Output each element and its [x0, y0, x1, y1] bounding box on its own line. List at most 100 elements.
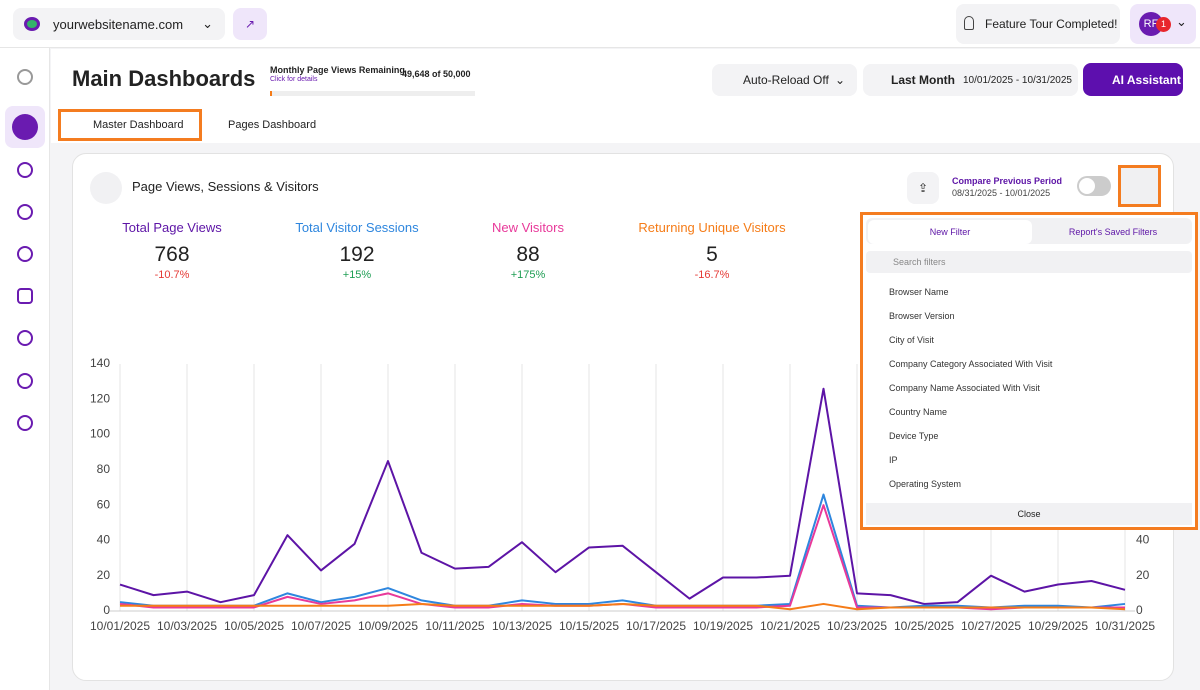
x-tick-label: 10/15/2025 — [559, 619, 619, 633]
y-tick-label: 120 — [90, 391, 110, 405]
export-button[interactable]: ⇪ — [907, 172, 939, 204]
filter-item[interactable]: Country Name — [889, 407, 948, 417]
y-tick-label: 20 — [97, 568, 111, 582]
close-button[interactable]: Close — [866, 503, 1192, 525]
series-line — [120, 602, 1126, 611]
card-title: Page Views, Sessions & Visitors — [132, 179, 319, 194]
toggle-knob — [1079, 178, 1095, 194]
filter-item[interactable]: City of Visit — [889, 335, 934, 345]
nav-item[interactable] — [17, 204, 33, 220]
x-tick-label: 10/01/2025 — [90, 619, 150, 633]
card-icon — [90, 172, 122, 204]
sidebar — [0, 48, 50, 690]
nav-collapse[interactable] — [17, 69, 33, 85]
nav-item[interactable] — [17, 330, 33, 346]
filter-search[interactable]: Search filters — [866, 251, 1192, 273]
site-selector[interactable]: yourwebsitename.com ⌄ — [13, 8, 225, 40]
nav-item[interactable] — [17, 288, 33, 304]
ai-assistant[interactable]: AI Assistant — [1083, 63, 1183, 96]
stat-change: +175% — [510, 269, 546, 281]
stat: Returning Unique Visitors 5 -16.7% — [612, 220, 812, 281]
filter-item[interactable]: IP — [889, 455, 898, 465]
tour-button[interactable]: Feature Tour Completed! — [956, 4, 1120, 44]
stat-change: -16.7% — [694, 269, 730, 281]
date-range[interactable]: Last Month 10/01/2025 - 10/31/2025 — [863, 64, 1078, 96]
y-tick-label: 0 — [103, 603, 110, 617]
stat-label: Total Visitor Sessions — [295, 220, 419, 235]
stat-value: 768 — [154, 243, 190, 266]
panel-tab[interactable]: Report's Saved Filters — [1068, 227, 1158, 237]
quota-value: 49,648 of 50,000 — [402, 69, 471, 79]
filter-item[interactable]: Browser Version — [889, 311, 955, 321]
y-tick-label-right: 40 — [1136, 533, 1150, 547]
stat-value: 5 — [706, 243, 718, 266]
range-dates: 10/01/2025 - 10/31/2025 — [963, 74, 1072, 86]
stat-value: 192 — [339, 243, 375, 266]
auto-reload[interactable]: Auto-Reload Off ⌄ — [712, 64, 857, 96]
x-tick-label: 10/21/2025 — [760, 619, 820, 633]
range-label: Last Month — [891, 73, 955, 87]
x-tick-label: 10/17/2025 — [626, 619, 686, 633]
filter-button[interactable] — [1118, 165, 1161, 207]
tour-text: Feature Tour Completed! — [985, 17, 1118, 31]
tab[interactable]: Pages Dashboard — [228, 119, 317, 131]
tab[interactable]: Master Dashboard — [93, 119, 184, 131]
filter-item[interactable]: Device Type — [889, 431, 939, 441]
stat: Total Page Views 768 -10.7% — [72, 220, 272, 281]
panel-tab[interactable]: New Filter — [868, 220, 1032, 244]
x-tick-label: 10/19/2025 — [693, 619, 753, 633]
stat-label: Total Page Views — [122, 220, 222, 235]
filter-item[interactable]: Company Category Associated With Visit — [889, 359, 1053, 369]
y-tick-label: 100 — [90, 427, 110, 441]
x-tick-label: 10/27/2025 — [961, 619, 1021, 633]
page-title: Main Dashboards — [72, 66, 256, 91]
quota-link[interactable]: Click for details — [270, 76, 318, 83]
x-tick-label: 10/05/2025 — [224, 619, 284, 633]
y-tick-label-right: 0 — [1136, 603, 1143, 617]
stat: New Visitors 88 +175% — [428, 220, 628, 281]
site-icon — [24, 17, 40, 31]
quota-label: Monthly Page Views Remaining — [270, 65, 405, 75]
y-tick-label: 80 — [97, 462, 111, 476]
compare-range: 08/31/2025 - 10/01/2025 — [952, 188, 1051, 198]
site-name: yourwebsitename.com — [53, 16, 184, 32]
nav-dashboard[interactable] — [12, 114, 38, 140]
nav-item[interactable] — [17, 246, 33, 262]
filter-item[interactable]: Browser Name — [889, 287, 949, 297]
compare-toggle[interactable] — [1077, 176, 1111, 196]
ai-assistant-text: AI Assistant — [1112, 72, 1181, 87]
x-tick-label: 10/31/2025 — [1095, 619, 1155, 633]
y-tick-label: 140 — [90, 356, 110, 370]
quota-fill — [270, 91, 272, 96]
open-site[interactable]: ↗ — [233, 8, 267, 40]
chevron: ⌄ — [202, 16, 213, 31]
stat: Total Visitor Sessions 192 +15% — [257, 220, 457, 281]
x-tick-label: 10/07/2025 — [291, 619, 351, 633]
x-tick-label: 10/25/2025 — [894, 619, 954, 633]
nav-item[interactable] — [17, 415, 33, 431]
x-tick-label: 10/09/2025 — [358, 619, 418, 633]
series-line — [119, 493, 1126, 609]
quota-bar — [270, 91, 475, 96]
y-tick-label: 60 — [97, 497, 111, 511]
x-tick-label: 10/13/2025 — [492, 619, 552, 633]
filter-panel: New Filter Report's Saved Filters Search… — [860, 212, 1198, 530]
filter-item[interactable]: Company Name Associated With Visit — [889, 383, 1040, 393]
x-tick-label: 10/23/2025 — [827, 619, 887, 633]
x-tick-label: 10/29/2025 — [1028, 619, 1088, 633]
stat-change: +15% — [342, 269, 372, 281]
x-tick-label: 10/11/2025 — [425, 619, 484, 633]
stat-label: New Visitors — [491, 220, 564, 235]
chevron: ⌄ — [834, 73, 845, 87]
series-line — [119, 387, 1126, 605]
notification-badge: 1 — [1156, 17, 1171, 32]
highlight-box — [58, 109, 202, 141]
nav-item[interactable] — [17, 162, 33, 178]
chevron: ⌄ — [1176, 14, 1187, 29]
y-tick-label-right: 20 — [1136, 568, 1150, 582]
auto-reload-text: Auto-Reload Off — [743, 73, 829, 87]
filter-item[interactable]: Operating System — [889, 479, 962, 489]
nav-item[interactable] — [17, 373, 33, 389]
